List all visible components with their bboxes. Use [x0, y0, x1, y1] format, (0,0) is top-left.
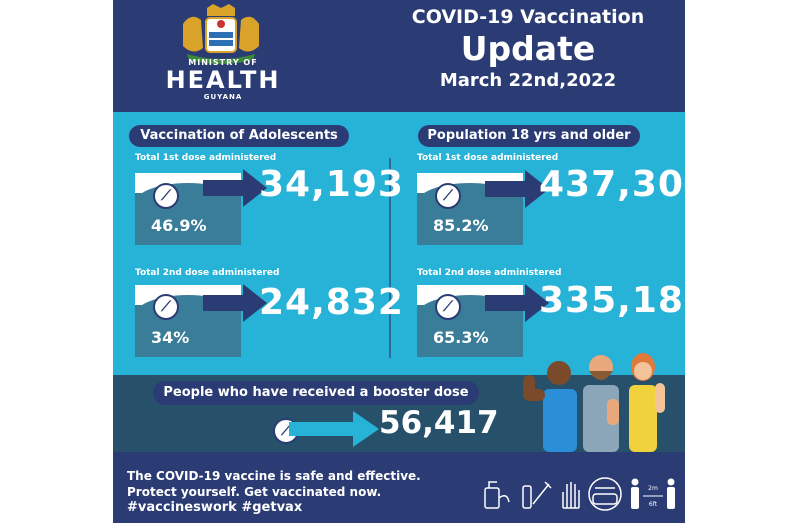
- arrow-icon: [485, 284, 549, 322]
- adults-tag: Population 18 yrs and older: [418, 125, 640, 147]
- ministry-main-text: HEALTH: [165, 66, 281, 94]
- date-label: March 22nd,2022: [439, 70, 617, 91]
- adolescents-dose2-value: 24,832: [259, 282, 404, 323]
- footer-message: The COVID-19 vaccine is safe and effecti…: [127, 468, 421, 516]
- vaccine-vial-icon: [522, 481, 552, 509]
- adults-dose2-pct: 65.3%: [433, 328, 489, 347]
- arrow-icon: [485, 170, 549, 208]
- adults-dose1-label: Total 1st dose administered: [417, 153, 559, 163]
- distance-bottom-label: 6ft: [649, 501, 658, 508]
- adolescents-dose2-pct: 34%: [151, 328, 190, 347]
- syringe-icon: ⟋: [153, 294, 179, 320]
- distance-top-label: 2m: [648, 485, 658, 492]
- adolescents-tag: Vaccination of Adolescents: [129, 125, 349, 147]
- social-distancing-icon: [631, 478, 675, 509]
- syringe-icon: ⟋: [435, 294, 461, 320]
- footer: The COVID-19 vaccine is safe and effecti…: [113, 452, 685, 523]
- adolescents-dose1-pct: 46.9%: [151, 216, 207, 235]
- ministry-top-text: MINISTRY OF: [188, 58, 258, 67]
- arrow-icon: [289, 411, 379, 447]
- glove-icon: [562, 482, 580, 509]
- face-mask-icon: [588, 477, 622, 511]
- adolescents-dose2-label: Total 2nd dose administered: [135, 268, 280, 278]
- adults-dose2-label: Total 2nd dose administered: [417, 268, 562, 278]
- header-banner: MINISTRY OF HEALTH GUYANA COVID-19 Vacci…: [113, 0, 685, 112]
- footer-hashtags: #vaccineswork #getvax: [127, 500, 303, 515]
- title-line2: Update: [460, 29, 596, 68]
- arrow-icon: [203, 284, 267, 322]
- adolescents-dose1-value: 34,193: [259, 164, 404, 205]
- precaution-icons: 2m 6ft: [484, 477, 675, 511]
- syringe-icon: ⟋: [153, 183, 179, 209]
- vaccinated-people-illustration: [523, 353, 665, 452]
- adults-dose1-pct: 85.2%: [433, 216, 489, 235]
- ministry-crest: [183, 4, 259, 64]
- title-line1: COVID-19 Vaccination: [411, 6, 645, 28]
- column-divider: [389, 158, 391, 358]
- booster-tag: People who have received a booster dose: [153, 381, 479, 405]
- adults-dose1-value: 437,304: [539, 164, 685, 205]
- ministry-logo: MINISTRY OF HEALTH GUYANA: [153, 58, 293, 101]
- hand-sanitizer-icon: [484, 481, 510, 509]
- footer-line2: Protect yourself. Get vaccinated now.: [127, 485, 382, 499]
- syringe-icon: ⟋: [435, 183, 461, 209]
- adults-dose2-value: 335,181: [539, 280, 685, 321]
- arrow-icon: [203, 169, 267, 207]
- vaccination-infographic: MINISTRY OF HEALTH GUYANA COVID-19 Vacci…: [113, 0, 685, 523]
- adolescents-dose1-label: Total 1st dose administered: [135, 153, 277, 163]
- footer-line1: The COVID-19 vaccine is safe and effecti…: [127, 469, 421, 483]
- ministry-bottom-text: GUYANA: [203, 93, 243, 101]
- booster-value: 56,417: [379, 405, 499, 441]
- page-title: COVID-19 Vaccination Update March 22nd,2…: [383, 6, 673, 91]
